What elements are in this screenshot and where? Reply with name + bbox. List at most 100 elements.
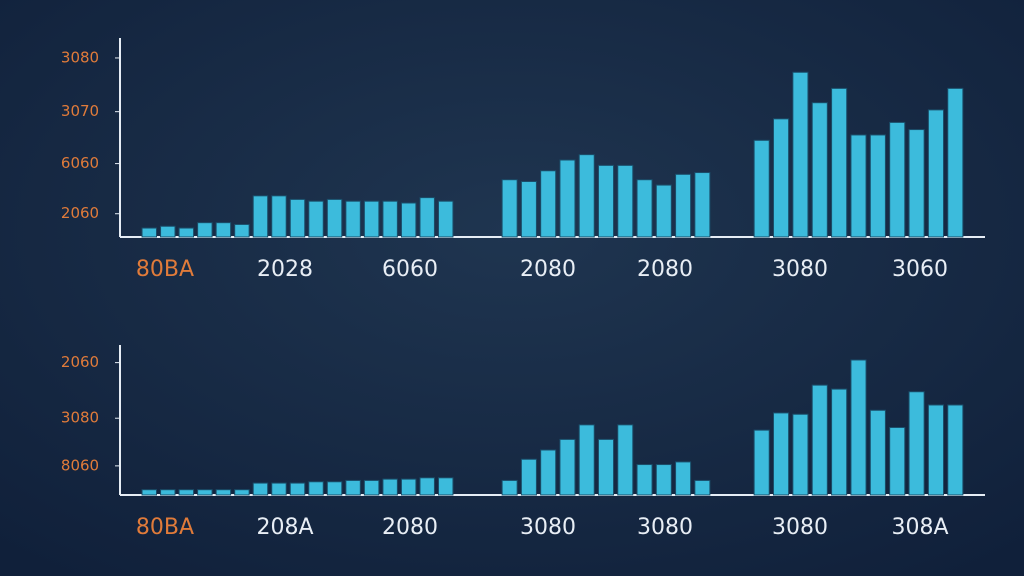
bar bbox=[382, 200, 398, 238]
bar bbox=[540, 170, 557, 238]
bar bbox=[289, 482, 306, 496]
bar bbox=[636, 179, 653, 238]
bar bbox=[655, 464, 672, 496]
bar bbox=[520, 180, 537, 238]
bar bbox=[811, 102, 828, 238]
y-tick-label: 3080 bbox=[61, 409, 99, 427]
x-label: 3060 bbox=[892, 257, 948, 282]
bar bbox=[289, 198, 306, 238]
y-tick-label: 2060 bbox=[61, 204, 99, 222]
bar bbox=[178, 489, 195, 496]
bar bbox=[772, 412, 790, 496]
bar bbox=[753, 429, 770, 496]
bar bbox=[869, 134, 886, 238]
bar bbox=[271, 482, 287, 496]
bar bbox=[363, 200, 380, 238]
x-label: 2080 bbox=[637, 257, 693, 282]
bar bbox=[160, 225, 176, 238]
x-label: 2080 bbox=[382, 515, 438, 540]
bar bbox=[675, 461, 692, 496]
y-tick-label: 3070 bbox=[61, 102, 99, 120]
x-label: 3080 bbox=[520, 515, 576, 540]
bar bbox=[345, 200, 361, 238]
x-label: 80BA bbox=[136, 257, 194, 282]
bar bbox=[675, 173, 692, 238]
bar bbox=[520, 458, 537, 496]
x-label: 3080 bbox=[772, 515, 828, 540]
bar bbox=[889, 121, 906, 238]
y-tick-label: 3080 bbox=[61, 48, 99, 66]
bar bbox=[400, 202, 417, 238]
bar bbox=[382, 478, 398, 496]
bar bbox=[811, 384, 828, 496]
bar bbox=[540, 449, 557, 496]
bar bbox=[927, 109, 945, 238]
bar bbox=[326, 198, 343, 238]
x-label: 2028 bbox=[257, 257, 313, 282]
bar bbox=[869, 409, 886, 496]
x-label: 308A bbox=[891, 515, 948, 540]
bar bbox=[655, 184, 672, 238]
bar bbox=[501, 179, 518, 238]
bar bbox=[141, 489, 157, 496]
bar bbox=[927, 404, 945, 496]
bar bbox=[345, 479, 361, 496]
bar bbox=[271, 195, 287, 238]
bar bbox=[578, 424, 595, 496]
bar bbox=[252, 482, 269, 496]
bar bbox=[831, 388, 848, 496]
bar bbox=[308, 200, 324, 238]
bar bbox=[694, 172, 711, 238]
bar bbox=[597, 438, 615, 496]
y-tick-label: 6060 bbox=[61, 154, 99, 172]
bar bbox=[908, 391, 925, 496]
bar bbox=[400, 478, 417, 496]
x-label: 3080 bbox=[772, 257, 828, 282]
bar bbox=[501, 479, 518, 496]
bar bbox=[234, 489, 250, 496]
bar bbox=[947, 404, 964, 496]
x-label: 2080 bbox=[520, 257, 576, 282]
bar bbox=[215, 222, 232, 238]
bar bbox=[215, 489, 232, 496]
bar bbox=[792, 71, 809, 238]
y-tick-label: 2060 bbox=[61, 353, 99, 371]
bar bbox=[694, 479, 711, 496]
bar bbox=[308, 481, 324, 496]
bar bbox=[617, 164, 634, 238]
bar bbox=[753, 139, 770, 238]
bar bbox=[197, 489, 213, 496]
bar bbox=[252, 195, 269, 238]
bar bbox=[850, 134, 867, 238]
bar bbox=[559, 159, 576, 238]
x-label: 3080 bbox=[637, 515, 693, 540]
bar bbox=[792, 413, 809, 496]
bar bbox=[326, 481, 343, 496]
bar bbox=[772, 118, 790, 238]
bar bbox=[419, 477, 435, 496]
bar bbox=[908, 129, 925, 238]
bar bbox=[438, 477, 454, 496]
bar bbox=[438, 200, 454, 238]
bar bbox=[234, 223, 250, 238]
y-tick-label: 8060 bbox=[61, 456, 99, 474]
x-label: 80BA bbox=[136, 515, 194, 540]
bar bbox=[636, 464, 653, 496]
bar bbox=[419, 197, 435, 238]
bar bbox=[947, 87, 964, 238]
x-label: 208A bbox=[256, 515, 313, 540]
bar bbox=[559, 438, 576, 496]
bar bbox=[578, 154, 595, 238]
bar bbox=[160, 489, 176, 496]
bar bbox=[831, 87, 848, 238]
bar bbox=[889, 426, 906, 496]
bar bbox=[197, 222, 213, 238]
bar bbox=[850, 359, 867, 496]
bar bbox=[617, 424, 634, 496]
bar bbox=[178, 227, 195, 238]
bar bbox=[363, 479, 380, 496]
bar bbox=[141, 227, 157, 238]
bar bbox=[597, 164, 615, 238]
x-label: 6060 bbox=[382, 257, 438, 282]
